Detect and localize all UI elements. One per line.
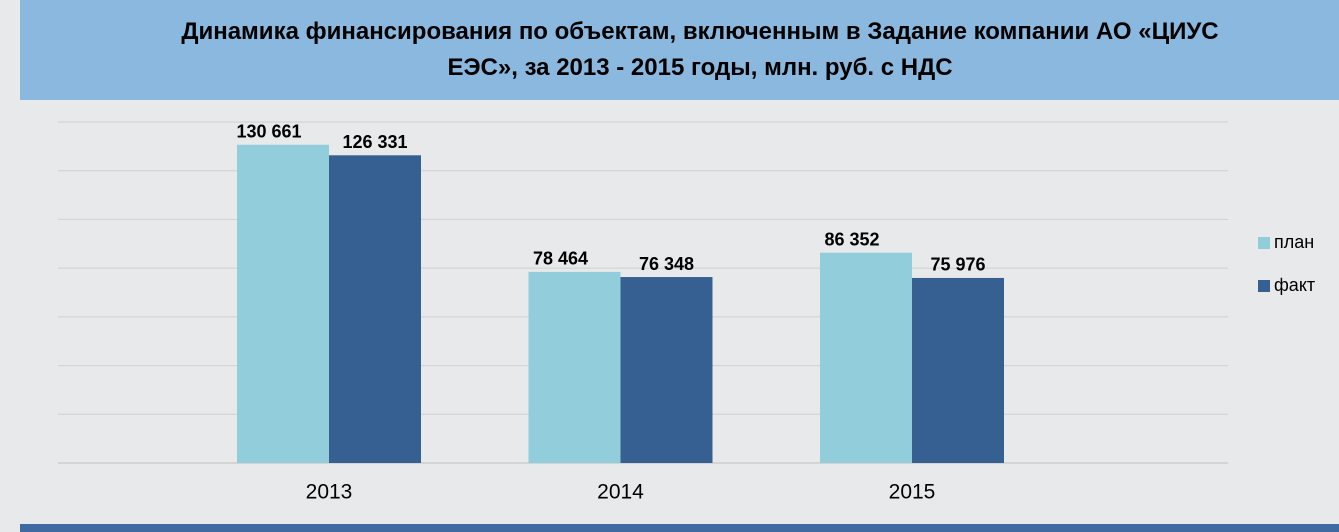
data-label: 75 976 bbox=[930, 255, 985, 275]
bar bbox=[528, 271, 621, 463]
legend-swatch bbox=[1258, 280, 1270, 292]
x-tick-label: 2015 bbox=[889, 481, 936, 504]
data-label: 130 661 bbox=[236, 121, 301, 141]
bar bbox=[912, 277, 1004, 463]
title-band bbox=[20, 0, 1339, 100]
chart-title: Динамика финансирования по объектам, вкл… bbox=[181, 18, 1219, 81]
bar bbox=[820, 252, 912, 463]
bar bbox=[237, 144, 329, 463]
legend-swatch bbox=[1258, 237, 1270, 249]
legend-label: факт bbox=[1274, 275, 1315, 295]
x-tick-label: 2014 bbox=[597, 481, 644, 504]
data-label: 86 352 bbox=[824, 229, 879, 249]
data-label: 126 331 bbox=[342, 132, 407, 152]
bar bbox=[329, 155, 421, 464]
bar bbox=[620, 277, 713, 463]
legend-label: план bbox=[1274, 232, 1314, 252]
x-tick-label: 2013 bbox=[306, 481, 353, 504]
data-label: 78 464 bbox=[533, 249, 588, 269]
bottom-band bbox=[20, 524, 1339, 532]
data-label: 76 348 bbox=[639, 254, 694, 274]
title-box: Динамика финансирования по объектам, вкл… bbox=[181, 18, 1219, 81]
